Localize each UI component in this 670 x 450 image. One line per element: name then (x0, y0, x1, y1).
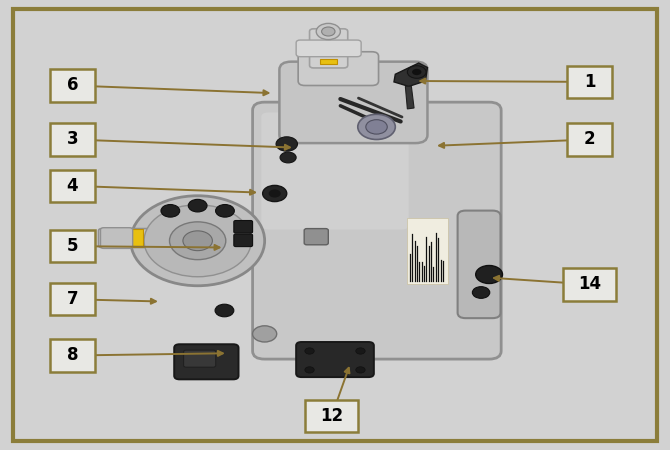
Circle shape (263, 185, 287, 202)
FancyBboxPatch shape (296, 342, 374, 377)
Circle shape (276, 137, 297, 151)
Circle shape (407, 66, 426, 78)
FancyBboxPatch shape (304, 229, 328, 245)
FancyBboxPatch shape (98, 229, 179, 248)
FancyBboxPatch shape (563, 268, 616, 301)
FancyBboxPatch shape (458, 211, 500, 318)
Circle shape (215, 304, 234, 317)
Circle shape (253, 326, 277, 342)
FancyBboxPatch shape (50, 339, 95, 372)
FancyBboxPatch shape (50, 230, 95, 262)
Circle shape (216, 205, 234, 217)
FancyBboxPatch shape (305, 400, 358, 432)
FancyBboxPatch shape (100, 228, 133, 248)
Bar (407, 218, 448, 284)
Bar (320, 58, 337, 64)
Circle shape (188, 199, 207, 212)
Text: 6: 6 (66, 76, 78, 94)
FancyBboxPatch shape (253, 102, 501, 359)
Circle shape (316, 23, 340, 40)
FancyBboxPatch shape (567, 66, 612, 98)
FancyBboxPatch shape (50, 170, 95, 202)
Circle shape (412, 69, 421, 75)
Text: 14: 14 (578, 275, 601, 293)
Text: 8: 8 (66, 346, 78, 364)
FancyBboxPatch shape (50, 283, 95, 315)
FancyBboxPatch shape (279, 62, 427, 143)
Circle shape (472, 287, 490, 298)
Text: 1: 1 (584, 73, 596, 91)
Circle shape (269, 189, 281, 198)
Text: 7: 7 (66, 290, 78, 308)
FancyBboxPatch shape (234, 234, 253, 247)
Circle shape (280, 152, 296, 163)
Polygon shape (394, 63, 427, 86)
Circle shape (305, 348, 314, 354)
Text: 2: 2 (584, 130, 596, 148)
Circle shape (366, 120, 387, 134)
Circle shape (144, 205, 251, 277)
Circle shape (356, 367, 365, 373)
Bar (131, 229, 143, 247)
Circle shape (131, 196, 265, 286)
FancyBboxPatch shape (184, 350, 216, 367)
Circle shape (358, 114, 395, 140)
Circle shape (305, 367, 314, 373)
FancyBboxPatch shape (261, 112, 409, 230)
Circle shape (170, 222, 226, 260)
Circle shape (322, 27, 335, 36)
Text: 4: 4 (66, 177, 78, 195)
FancyBboxPatch shape (50, 69, 95, 102)
Circle shape (476, 266, 502, 284)
FancyBboxPatch shape (310, 29, 348, 68)
FancyBboxPatch shape (50, 123, 95, 156)
FancyBboxPatch shape (567, 123, 612, 156)
FancyBboxPatch shape (298, 52, 379, 86)
Circle shape (183, 231, 212, 251)
FancyBboxPatch shape (296, 40, 361, 57)
Text: 5: 5 (66, 237, 78, 255)
FancyBboxPatch shape (13, 9, 657, 441)
Text: 12: 12 (320, 407, 343, 425)
FancyBboxPatch shape (234, 220, 253, 233)
Circle shape (356, 348, 365, 354)
Text: 3: 3 (66, 130, 78, 148)
Circle shape (161, 205, 180, 217)
Polygon shape (405, 86, 414, 109)
FancyBboxPatch shape (174, 344, 239, 379)
